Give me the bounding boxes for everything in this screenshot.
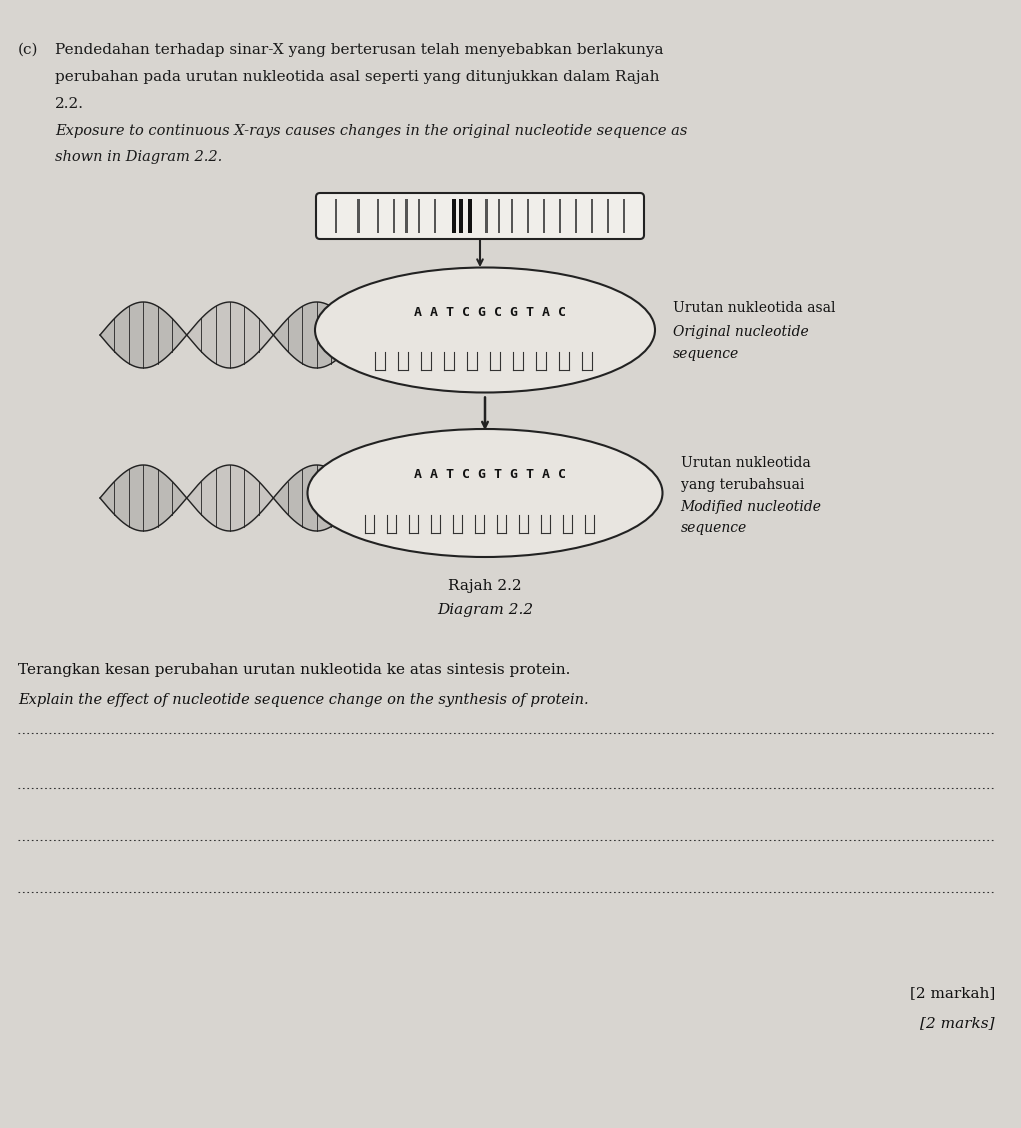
Bar [485, 199, 487, 233]
Text: 2.2.: 2.2. [55, 97, 84, 111]
Text: [2 markah]: [2 markah] [910, 986, 995, 1001]
Text: Modified nucleotide: Modified nucleotide [681, 500, 822, 514]
Bar [591, 199, 593, 233]
Bar [527, 199, 529, 233]
Bar [377, 199, 379, 233]
Text: Rajah 2.2: Rajah 2.2 [448, 579, 522, 593]
Bar [469, 199, 473, 233]
Text: Urutan nukleotida: Urutan nukleotida [681, 456, 811, 470]
Text: Exposure to continuous X-rays causes changes in the original nucleotide sequence: Exposure to continuous X-rays causes cha… [55, 124, 687, 138]
Text: A A T C G T G T A C: A A T C G T G T A C [414, 467, 566, 481]
Ellipse shape [307, 429, 663, 557]
Bar [452, 199, 456, 233]
Text: sequence: sequence [681, 521, 746, 535]
Bar [575, 199, 577, 233]
Text: (c): (c) [18, 43, 39, 58]
Bar [392, 199, 395, 233]
Bar [419, 199, 421, 233]
Text: yang terubahsuai: yang terubahsuai [681, 478, 804, 492]
FancyBboxPatch shape [317, 193, 644, 239]
Bar [558, 199, 562, 233]
Text: shown in Diagram 2.2.: shown in Diagram 2.2. [55, 150, 223, 164]
Text: Explain the effect of nucleotide sequence change on the synthesis of protein.: Explain the effect of nucleotide sequenc… [18, 693, 589, 707]
Bar [623, 199, 625, 233]
Text: Terangkan kesan perubahan urutan nukleotida ke atas sintesis protein.: Terangkan kesan perubahan urutan nukleot… [18, 663, 571, 677]
Bar [335, 199, 337, 233]
Bar [543, 199, 545, 233]
Text: Urutan nukleotida asal: Urutan nukleotida asal [673, 301, 835, 315]
Bar [458, 199, 463, 233]
Bar [498, 199, 500, 233]
Bar [434, 199, 436, 233]
Text: A A T C G C G T A C: A A T C G C G T A C [414, 306, 566, 318]
Text: Original nucleotide: Original nucleotide [673, 325, 809, 340]
Text: sequence: sequence [673, 347, 739, 361]
Bar [405, 199, 407, 233]
Text: Pendedahan terhadap sinar-X yang berterusan telah menyebabkan berlakunya: Pendedahan terhadap sinar-X yang berteru… [55, 43, 664, 58]
Ellipse shape [315, 267, 655, 393]
Text: [2 marks]: [2 marks] [920, 1016, 995, 1030]
Text: perubahan pada urutan nukleotida asal seperti yang ditunjukkan dalam Rajah: perubahan pada urutan nukleotida asal se… [55, 70, 660, 83]
Bar [606, 199, 610, 233]
Bar [357, 199, 359, 233]
Text: Diagram 2.2: Diagram 2.2 [437, 603, 533, 617]
Bar [510, 199, 514, 233]
